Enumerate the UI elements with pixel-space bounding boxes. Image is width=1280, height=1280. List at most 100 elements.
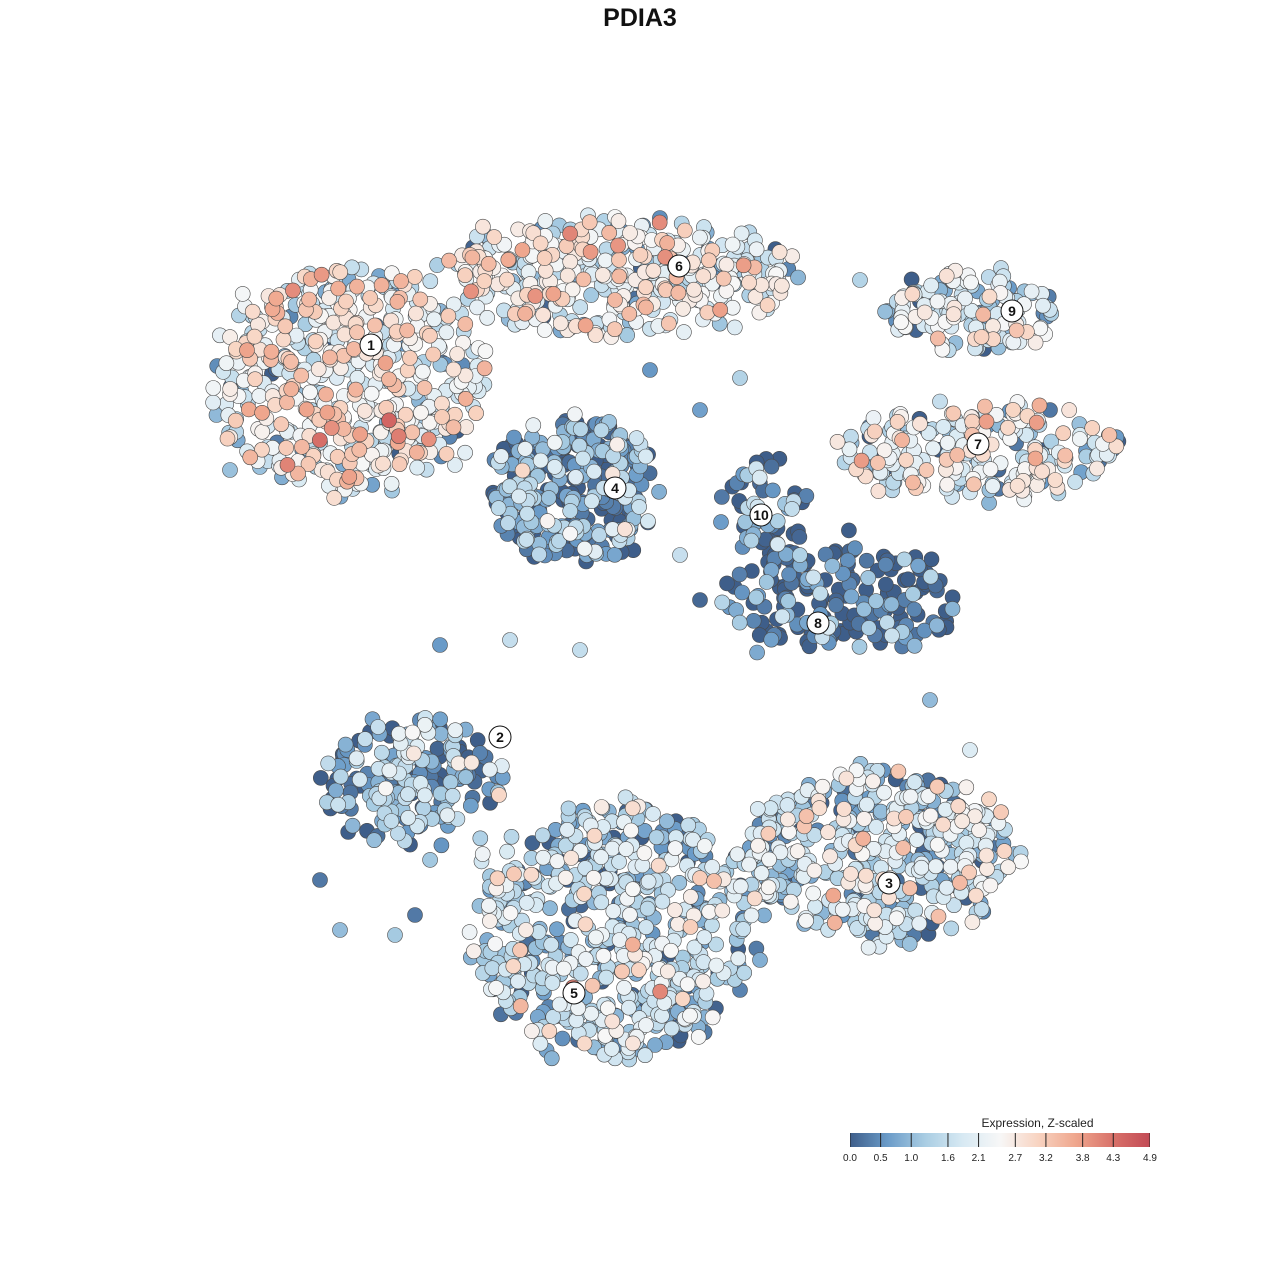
cell-point <box>922 692 938 708</box>
cell-point <box>595 948 612 964</box>
cell-point <box>935 419 952 435</box>
cell-point <box>782 893 799 910</box>
cell-point <box>858 552 875 569</box>
cell-point <box>732 878 749 895</box>
cell-point <box>929 778 946 795</box>
cell-point <box>352 426 368 443</box>
legend-tick-label: 2.7 <box>1008 1153 1023 1164</box>
cell-point <box>584 977 601 994</box>
cell-point <box>625 1035 641 1052</box>
cell-point <box>610 237 626 254</box>
cell-point <box>557 869 574 886</box>
cell-point <box>750 837 766 854</box>
cell-point <box>637 1047 653 1063</box>
cell-point <box>583 493 600 510</box>
cell-point <box>692 402 708 418</box>
cell-point <box>375 455 391 472</box>
cell-point <box>500 251 517 268</box>
cell-point <box>400 786 416 803</box>
cell-point <box>611 932 628 948</box>
cell-point <box>906 637 923 654</box>
cell-point <box>320 755 337 772</box>
cell-point <box>349 324 365 341</box>
cell-point <box>726 319 743 336</box>
cell-point <box>321 290 337 306</box>
cell-point <box>904 286 921 302</box>
cell-point <box>390 428 407 445</box>
cell-point <box>518 531 535 548</box>
cell-point <box>422 327 438 344</box>
cell-point <box>254 441 270 458</box>
cell-point <box>651 214 668 231</box>
cell-point <box>536 322 553 338</box>
cell-point <box>505 958 522 975</box>
cell-point <box>706 873 722 889</box>
cell-point <box>888 910 905 927</box>
cell-point <box>825 887 842 904</box>
cell-point <box>1009 477 1026 494</box>
cell-point <box>597 252 614 269</box>
cell-point <box>769 536 786 553</box>
cell-point <box>600 1000 616 1017</box>
cell-point <box>773 277 790 294</box>
cell-point <box>652 983 669 1000</box>
cell-point <box>828 597 844 613</box>
cell-point <box>741 274 757 291</box>
cell-point <box>708 957 725 974</box>
cell-point <box>964 413 981 430</box>
cell-point <box>611 252 627 268</box>
cell-point <box>686 281 702 298</box>
cell-point <box>870 455 886 471</box>
cell-point <box>798 808 815 825</box>
cell-point <box>438 446 455 462</box>
cell-point <box>853 452 870 469</box>
cell-point <box>499 271 515 288</box>
cell-point <box>447 722 464 739</box>
cell-point <box>391 725 407 742</box>
cell-point <box>567 469 584 485</box>
cell-point <box>682 888 699 905</box>
cell-point <box>939 476 956 493</box>
cell-point <box>576 886 593 902</box>
cell-point <box>852 272 868 288</box>
cell-point <box>638 1017 654 1033</box>
cell-point <box>422 852 438 868</box>
cell-point <box>332 768 349 785</box>
cell-point <box>285 282 301 299</box>
cell-point <box>760 825 777 842</box>
cell-point <box>847 540 863 557</box>
cell-point <box>337 736 354 753</box>
cell-point <box>841 522 857 539</box>
cluster-label-text: 10 <box>753 507 769 523</box>
cluster-label-10: 10 <box>749 503 773 527</box>
cell-point <box>487 936 504 952</box>
cell-point <box>923 551 940 568</box>
legend-tick-label: 0.5 <box>873 1153 888 1164</box>
cell-point <box>902 788 919 805</box>
cell-point <box>763 458 780 475</box>
cell-point <box>242 449 258 466</box>
cell-point <box>244 303 261 320</box>
cell-point <box>457 769 474 786</box>
cell-point <box>645 262 662 279</box>
cluster-label-text: 3 <box>885 875 893 891</box>
cell-point <box>479 309 496 326</box>
cell-point <box>624 881 641 898</box>
cell-point <box>614 963 630 980</box>
cell-point <box>283 381 300 397</box>
cell-point <box>362 290 379 306</box>
cell-point <box>279 457 296 473</box>
cell-point <box>719 575 735 592</box>
cell-point <box>861 620 877 636</box>
cell-point <box>594 267 611 283</box>
cell-point <box>440 308 457 324</box>
cell-point <box>784 501 800 517</box>
cell-point <box>789 843 806 860</box>
cell-point <box>219 430 236 447</box>
cell-point <box>489 870 506 887</box>
cell-point <box>805 569 822 586</box>
cell-point <box>462 797 479 814</box>
cell-point <box>366 832 383 849</box>
cell-point <box>868 593 884 609</box>
cell-point <box>525 417 542 434</box>
